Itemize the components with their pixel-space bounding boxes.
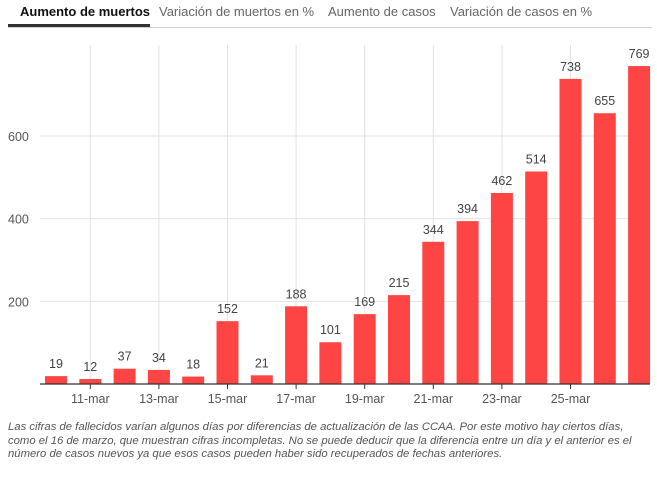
bar [593,113,616,385]
bar [285,306,308,384]
bar [490,193,513,384]
bar-value-label: 18 [186,358,200,372]
tab-aumento-de-muertos[interactable]: Aumento de muertos [20,4,151,19]
chart-footnote: Las cifras de fallecidos varían algunos … [8,421,632,460]
x-tick-label: 19-mar [345,392,385,406]
bar [147,369,170,384]
x-axis: 11-mar 13-mar 15-mar 17-mar 19-mar 21-mar 23-m… [40,383,650,406]
bar-value-label: 215 [389,276,410,290]
y-axis: 200 400 600 [8,130,29,309]
bar-value-label: 19 [49,357,63,371]
bar [45,376,67,384]
chart-bars [45,66,651,385]
bar [216,321,239,384]
chart-grid [40,45,650,384]
bar-value-label: 188 [286,287,307,301]
x-tick-label: 15-mar [208,392,248,406]
x-tick-label: 25-mar [551,392,591,406]
bar [628,66,651,385]
bar-value-label: 152 [217,302,238,316]
bar-value-label: 738 [560,60,581,74]
bar [250,375,273,384]
tab-aumento-de-casos[interactable]: Aumento de casos [328,4,436,19]
x-tick-label: 13-mar [139,392,179,406]
bar-value-label: 344 [423,223,444,237]
bar-value-label: 462 [491,174,512,188]
bar [79,379,102,384]
bar [353,314,376,384]
tab-variacion-de-casos[interactable]: Variación de casos en % [450,4,593,19]
bar [422,241,445,384]
bar-value-label: 21 [255,356,269,370]
bar [182,376,205,384]
bar [559,78,582,385]
bar-value-label: 394 [457,202,478,216]
bar-value-label: 34 [152,351,166,365]
bar-value-label: 769 [629,47,650,61]
bar-value-label: 12 [83,360,97,374]
bar-value-label: 37 [118,350,132,364]
chart-tabs: Aumento de muertos Variación de muertos … [8,0,652,28]
bar [456,221,479,384]
bar-value-label: 101 [320,323,341,337]
tab-variacion-de-muertos[interactable]: Variación de muertos en % [159,4,315,19]
bar [525,171,548,384]
bar-value-labels: 19 12 37 34 18 152 21 188 101 169 215 344 394 462 514 7… [49,47,650,374]
y-tick-label: 200 [8,295,29,309]
y-tick-label: 400 [8,213,29,227]
bar [388,295,410,384]
active-tab-indicator [8,24,150,27]
x-tick-label: 23-mar [482,392,522,406]
bar-chart: 200 400 600 19 12 37 34 18 152 21 188 101 169 215 344… [8,45,651,406]
x-tick-label: 17-mar [276,392,316,406]
bar-value-label: 655 [594,94,615,108]
bar [113,368,136,384]
bar [319,342,342,384]
bar-value-label: 514 [526,153,547,167]
x-tick-label: 21-mar [414,392,454,406]
bar-value-label: 169 [354,295,375,309]
y-tick-label: 600 [8,130,29,144]
x-tick-label: 11-mar [71,392,110,406]
